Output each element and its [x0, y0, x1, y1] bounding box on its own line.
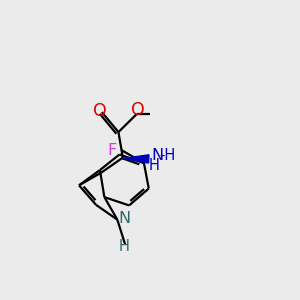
Text: O: O: [93, 102, 106, 120]
Text: H: H: [148, 158, 160, 173]
Text: N: N: [152, 148, 164, 163]
Text: -H: -H: [159, 148, 175, 163]
Polygon shape: [123, 155, 149, 163]
Text: O: O: [131, 101, 145, 119]
Text: H: H: [119, 239, 130, 254]
Text: N: N: [119, 211, 131, 226]
Text: F: F: [108, 142, 117, 158]
